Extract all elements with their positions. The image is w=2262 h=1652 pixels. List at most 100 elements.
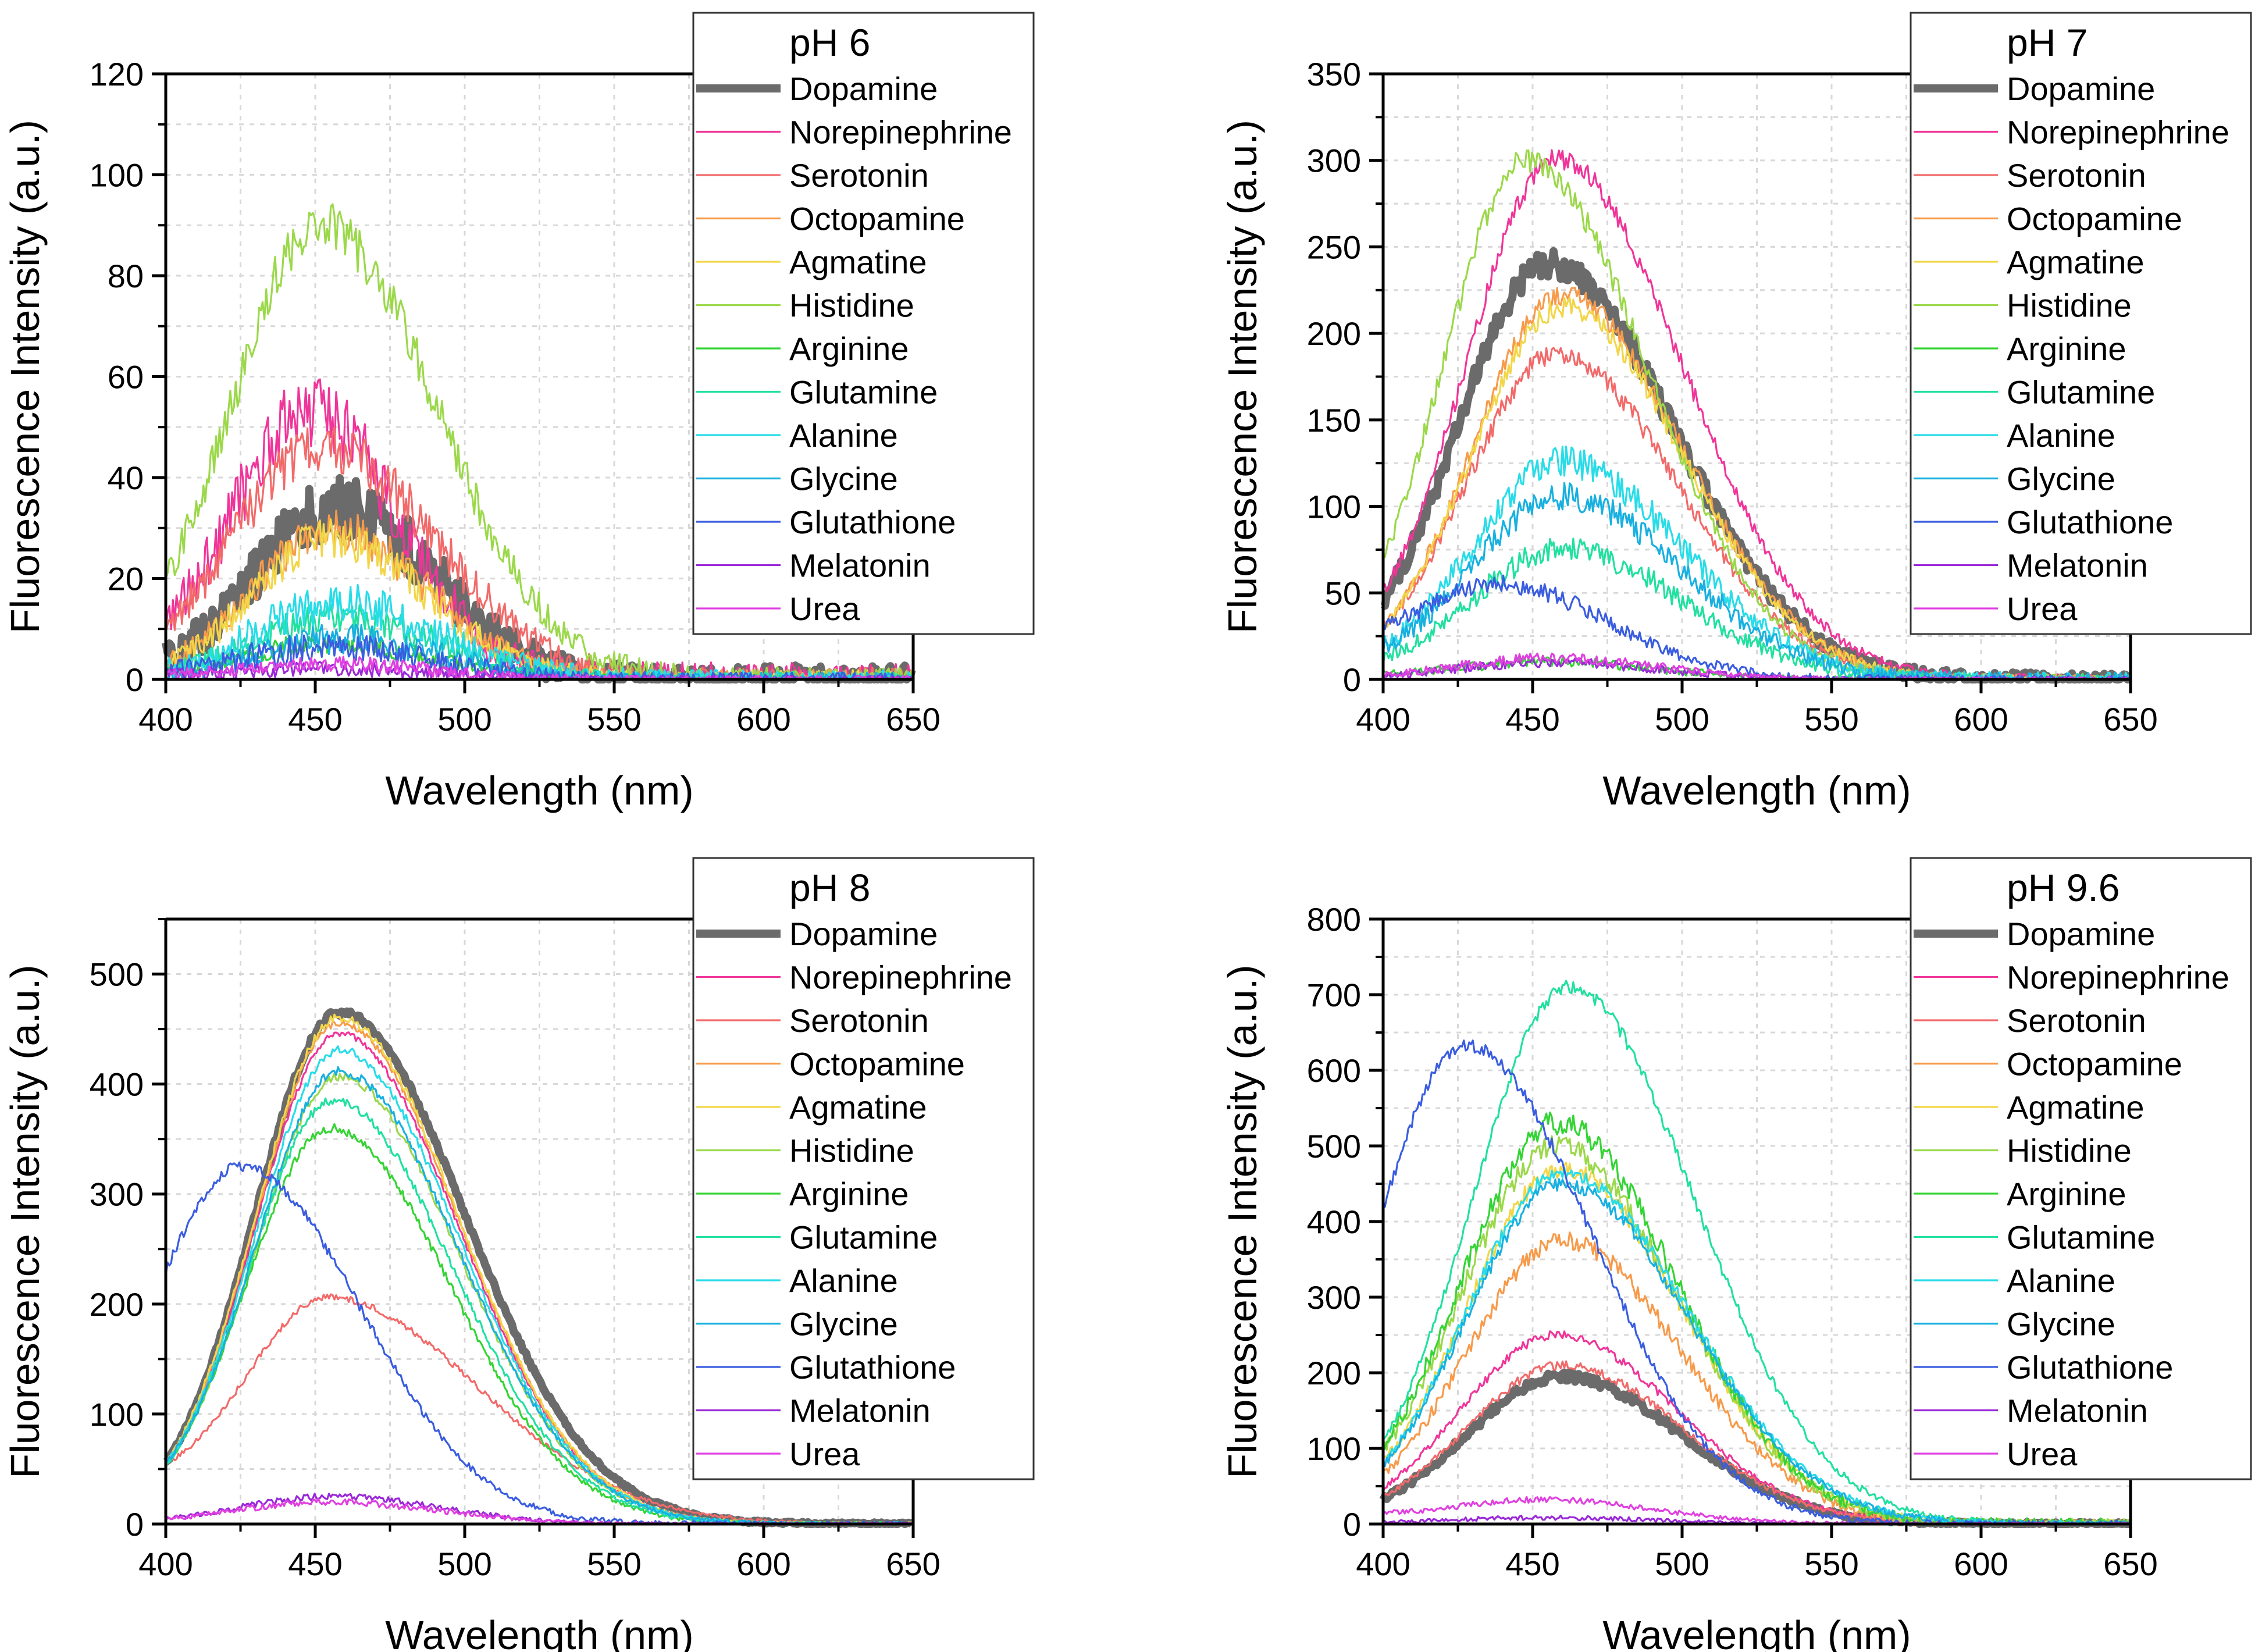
y-tick-label: 400 <box>90 1066 144 1103</box>
y-tick-label: 120 <box>90 56 144 92</box>
legend-label-arginine: Arginine <box>789 330 909 367</box>
y-tick-label: 700 <box>1307 977 1361 1013</box>
x-tick-label: 600 <box>736 1546 790 1582</box>
legend: pH 8 Dopamine Norepinephrine Serotonin Octop… <box>692 857 1035 1480</box>
y-axis-title: Fluorescence Intensity (a.u.) <box>1220 120 1265 633</box>
y-tick-label: 500 <box>90 956 144 993</box>
legend-label-melatonin: Melatonin <box>2007 1393 2148 1429</box>
chart-panel-1: 400 450 500 550 600 650 0 20 40 60 80 100 120 Wavelen… <box>2 12 1035 813</box>
x-axis-title: Wavelength (nm) <box>385 1612 693 1652</box>
series-line-alanine <box>1382 446 2129 681</box>
legend-label-agmatine: Agmatine <box>2007 244 2145 280</box>
x-tick-label: 600 <box>736 701 790 738</box>
legend-label-glycine: Glycine <box>789 1306 898 1343</box>
legend-label-arginine: Arginine <box>2007 1176 2126 1212</box>
legend-title: pH 9.6 <box>2007 866 2119 909</box>
legend: pH 7 Dopamine Norepinephrine Serotonin Octop… <box>1910 12 2252 635</box>
y-axis-title: Fluorescence Intensity (a.u.) <box>1220 964 1265 1478</box>
legend-label-urea: Urea <box>789 590 860 627</box>
legend-label-norepinephrine: Norepinephrine <box>2007 959 2229 996</box>
y-tick-label: 500 <box>1307 1128 1361 1165</box>
y-tick-label: 50 <box>1325 575 1361 611</box>
legend-label-alanine: Alanine <box>2007 417 2115 454</box>
x-tick-label: 650 <box>886 701 940 738</box>
legend-label-agmatine: Agmatine <box>789 1089 927 1126</box>
y-tick-label: 200 <box>1307 1355 1361 1391</box>
legend-label-dopamine: Dopamine <box>789 916 938 952</box>
x-tick-label: 550 <box>1804 701 1858 738</box>
x-tick-label: 500 <box>437 701 491 738</box>
x-tick-label: 400 <box>1356 701 1410 738</box>
x-tick-label: 600 <box>1954 1546 2008 1582</box>
y-axis-title: Fluorescence Intensity (a.u.) <box>2 120 48 633</box>
x-tick-label: 400 <box>138 701 193 738</box>
y-tick-label: 600 <box>1307 1052 1361 1089</box>
y-tick-label: 300 <box>1307 143 1361 179</box>
x-tick-label: 450 <box>1505 701 1559 738</box>
legend-label-histidine: Histidine <box>789 1133 914 1169</box>
y-tick-label: 300 <box>1307 1279 1361 1316</box>
legend-label-glutamine: Glutamine <box>2007 374 2155 411</box>
y-tick-label: 0 <box>1343 1506 1361 1543</box>
x-tick-label: 650 <box>886 1546 940 1582</box>
x-axis-title: Wavelength (nm) <box>1602 768 1911 813</box>
legend-label-glycine: Glycine <box>789 461 898 497</box>
chart-panel-4: 400 450 500 550 600 650 0 100 200 300 400 500 600 700… <box>1220 857 2252 1652</box>
legend-label-octopamine: Octopamine <box>789 1046 965 1083</box>
legend-label-urea: Urea <box>789 1436 860 1472</box>
legend-label-glutamine: Glutamine <box>2007 1219 2155 1256</box>
x-tick-label: 550 <box>1804 1546 1858 1582</box>
legend-box <box>1910 12 2252 635</box>
y-tick-label: 100 <box>1307 489 1361 525</box>
legend-label-glutathione: Glutathione <box>2007 1349 2173 1386</box>
chart-panel-2: 400 450 500 550 600 650 0 50 100 150 200 250 300 350 W… <box>1220 12 2252 813</box>
legend-label-octopamine: Octopamine <box>789 201 965 237</box>
x-axis-title: Wavelength (nm) <box>385 768 693 813</box>
y-tick-label: 300 <box>90 1176 144 1213</box>
legend-label-glutamine: Glutamine <box>789 1219 938 1256</box>
y-tick-label: 100 <box>90 1396 144 1433</box>
legend-label-serotonin: Serotonin <box>789 157 929 194</box>
legend-title: pH 8 <box>789 866 870 909</box>
x-tick-label: 450 <box>288 1546 342 1582</box>
legend-label-glutathione: Glutathione <box>2007 504 2173 540</box>
legend-label-dopamine: Dopamine <box>2007 70 2155 107</box>
legend-label-urea: Urea <box>2007 1436 2078 1472</box>
legend-label-melatonin: Melatonin <box>2007 547 2148 584</box>
legend-label-glutathione: Glutathione <box>789 504 956 540</box>
y-tick-label: 200 <box>1307 315 1361 352</box>
legend-label-arginine: Arginine <box>789 1176 909 1212</box>
legend-label-octopamine: Octopamine <box>2007 201 2182 237</box>
legend-title: pH 6 <box>789 21 870 64</box>
y-tick-label: 400 <box>1307 1204 1361 1240</box>
y-tick-label: 0 <box>126 1506 144 1543</box>
legend-label-norepinephrine: Norepinephrine <box>789 114 1012 151</box>
y-tick-label: 40 <box>108 460 144 496</box>
x-tick-label: 650 <box>2103 701 2157 738</box>
legend-title: pH 7 <box>2007 21 2088 64</box>
x-tick-label: 500 <box>1655 1546 1709 1582</box>
legend-label-glutathione: Glutathione <box>789 1349 956 1386</box>
x-tick-label: 400 <box>1356 1546 1410 1582</box>
legend-label-serotonin: Serotonin <box>2007 157 2146 194</box>
chart-panel-3: 400 450 500 550 600 650 0 100 200 300 400 500 Wavele… <box>2 857 1035 1652</box>
legend-label-arginine: Arginine <box>2007 330 2126 367</box>
y-tick-label: 0 <box>126 661 144 698</box>
y-tick-label: 60 <box>108 359 144 396</box>
x-tick-label: 600 <box>1954 701 2008 738</box>
legend-label-histidine: Histidine <box>2007 287 2132 324</box>
x-axis-title: Wavelength (nm) <box>1602 1612 1911 1652</box>
legend-label-serotonin: Serotonin <box>2007 1002 2146 1039</box>
legend-label-alanine: Alanine <box>2007 1262 2115 1299</box>
legend-box <box>1910 857 2252 1480</box>
legend-label-glycine: Glycine <box>2007 1306 2115 1343</box>
y-tick-label: 20 <box>108 561 144 597</box>
y-tick-label: 800 <box>1307 901 1361 938</box>
x-tick-label: 450 <box>1505 1546 1559 1582</box>
legend-label-dopamine: Dopamine <box>2007 916 2155 952</box>
legend-label-histidine: Histidine <box>2007 1133 2132 1169</box>
legend-label-serotonin: Serotonin <box>789 1002 929 1039</box>
y-tick-label: 200 <box>90 1286 144 1323</box>
legend-label-agmatine: Agmatine <box>2007 1089 2145 1126</box>
